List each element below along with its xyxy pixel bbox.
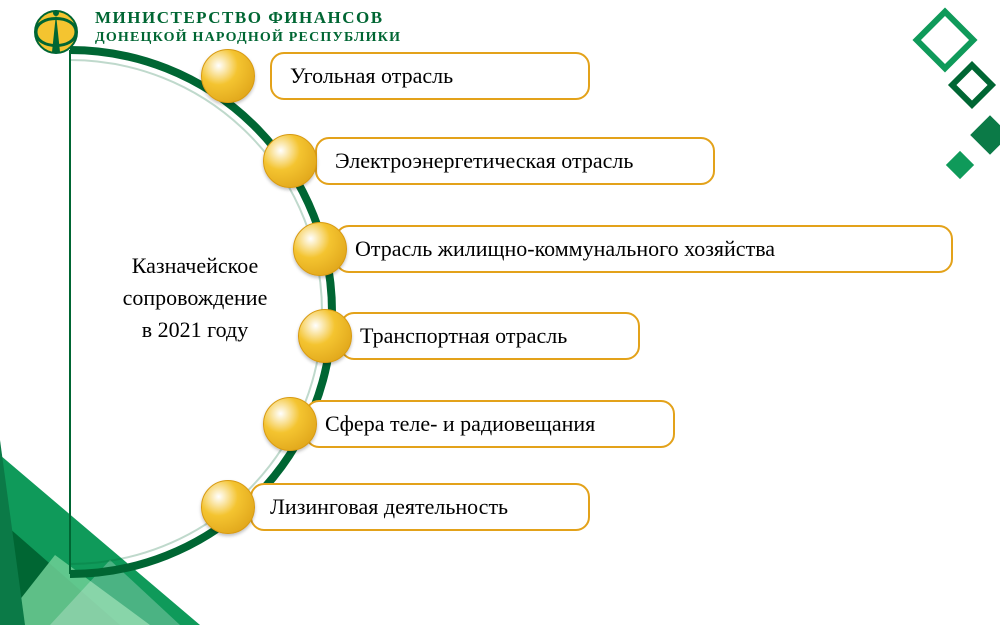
header-title: МИНИСТЕРСТВО ФИНАНСОВ (95, 8, 401, 28)
branch-label: Лизинговая деятельность (270, 494, 508, 520)
header: МИНИСТЕРСТВО ФИНАНСОВ ДОНЕЦКОЙ НАРОДНОЙ … (95, 8, 401, 46)
branch-pill: Лизинговая деятельность (250, 483, 590, 531)
branch-pill: Электроэнергетическая отрасль (315, 137, 715, 185)
hub-label: Казначейское сопровождение в 2021 году (100, 250, 290, 346)
hub-line-1: Казначейское (132, 253, 258, 278)
branch-label: Транспортная отрасль (360, 323, 567, 349)
branch-dot-icon (293, 222, 347, 276)
decor-square (948, 61, 996, 109)
decor-square (912, 7, 977, 72)
branch-dot-icon (201, 49, 255, 103)
branch-dot-icon (263, 134, 317, 188)
branch-dot-icon (263, 397, 317, 451)
slide-stage: МИНИСТЕРСТВО ФИНАНСОВ ДОНЕЦКОЙ НАРОДНОЙ … (0, 0, 1000, 625)
header-subtitle: ДОНЕЦКОЙ НАРОДНОЙ РЕСПУБЛИКИ (95, 30, 401, 46)
branch-dot-icon (298, 309, 352, 363)
branch-pill: Угольная отрасль (270, 52, 590, 100)
branch-pill: Сфера теле- и радиовещания (305, 400, 675, 448)
branch-pill: Отрасль жилищно-коммунального хозяйства (335, 225, 953, 273)
branch-label: Угольная отрасль (290, 63, 453, 89)
branch-label: Электроэнергетическая отрасль (335, 148, 633, 174)
decor-square (946, 151, 974, 179)
hub-line-2: сопровождение (123, 285, 268, 310)
hub-line-3: в 2021 году (142, 317, 248, 342)
emblem-icon (28, 4, 84, 60)
branch-label: Сфера теле- и радиовещания (325, 411, 595, 437)
decor-square (970, 115, 1000, 155)
branch-label: Отрасль жилищно-коммунального хозяйства (355, 236, 775, 262)
branch-pill: Транспортная отрасль (340, 312, 640, 360)
branch-dot-icon (201, 480, 255, 534)
